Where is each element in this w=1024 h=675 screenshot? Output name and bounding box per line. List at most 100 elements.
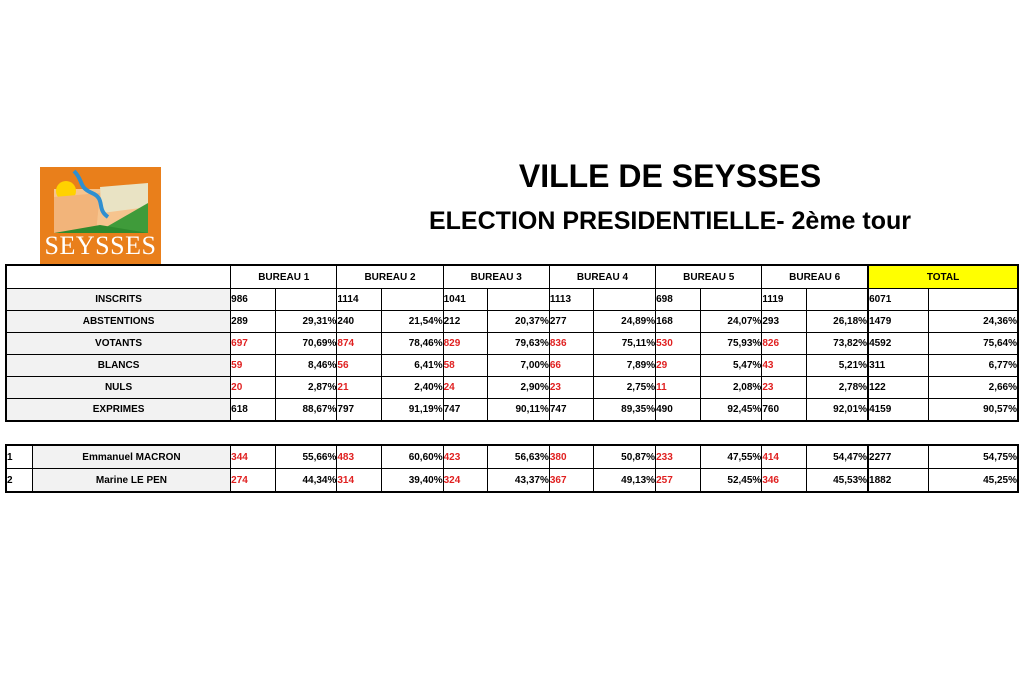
total-count: 6071 [867,288,930,311]
total-count: 122 [867,376,930,399]
bureau-4-percent [593,288,657,311]
bureau-5-percent: 5,47% [699,354,763,377]
bureau-6-count: 760 [761,398,807,422]
bureau-1-count: 986 [230,288,276,311]
bureau-5-percent: 2,08% [699,376,763,399]
bureau-6-percent: 73,82% [805,332,869,355]
bureau-3-percent: 56,63% [487,444,550,469]
bureau-2-percent: 39,40% [380,468,444,493]
bureau-3-votes: 423 [442,444,489,469]
total-count: 1479 [867,310,930,333]
bureau-6-votes: 414 [761,444,807,469]
bureau-6-percent: 2,78% [805,376,869,399]
row-label: ABSTENTIONS [5,310,232,333]
bureau-4-percent: 24,89% [593,310,657,333]
bureau-5-votes: 257 [655,468,701,493]
bureau-4-count: 66 [548,354,595,377]
logo-text: SEYSSES [44,231,157,260]
bureau-3-percent: 2,90% [487,376,550,399]
bureau-3-percent: 90,11% [487,398,550,422]
row-label: VOTANTS [5,332,232,355]
bureau-4-votes: 380 [548,444,595,469]
bureau-5-percent: 24,07% [699,310,763,333]
bureau-3-votes: 324 [442,468,489,493]
bureau-header-2: BUREAU 2 [336,264,444,289]
landscape-icon [54,169,148,233]
bureau-2-count: 240 [336,310,382,333]
page-subtitle: ELECTION PRESIDENTIELLE- 2ème tour [428,207,911,235]
bureau-4-votes: 367 [548,468,595,493]
bureau-3-count: 747 [442,398,489,422]
candidate-index: 2 [5,468,33,493]
bureau-6-count: 43 [761,354,807,377]
bureau-5-percent: 92,45% [699,398,763,422]
bureau-5-percent: 47,55% [699,444,763,469]
bureau-1-percent: 88,67% [274,398,338,422]
bureau-1-count: 289 [230,310,276,333]
bureau-2-count: 21 [336,376,382,399]
bureau-2-percent: 21,54% [380,310,444,333]
bureau-3-percent: 20,37% [487,310,550,333]
bureau-6-percent: 5,21% [805,354,869,377]
bureau-2-percent: 91,19% [380,398,444,422]
total-percent: 90,57% [928,398,1019,422]
bureau-5-count: 29 [655,354,701,377]
bureau-2-count: 874 [336,332,382,355]
row-label: NULS [5,376,232,399]
total-votes: 1882 [867,468,930,493]
table-row: VOTANTS 697 70,69% 874 78,46% 829 79,63% 836 75,… [5,332,1019,355]
header-blank-cell [6,265,232,289]
bureau-4-percent: 7,89% [593,354,657,377]
bureau-1-count: 20 [230,376,276,399]
bureau-1-count: 618 [230,398,276,422]
results-table: BUREAU 1 BUREAU 2 BUREAU 3 BUREAU 4 BUREAU 5… [5,264,1019,422]
total-percent: 54,75% [928,444,1019,469]
table-row: INSCRITS 986 1114 1041 1113 698 1119 6071 [5,288,1019,311]
bureau-header-1: BUREAU 1 [230,264,338,289]
bureau-6-percent: 92,01% [805,398,869,422]
bureau-2-count: 1114 [336,288,382,311]
bureau-5-count: 490 [655,398,701,422]
table-row: ABSTENTIONS 289 29,31% 240 21,54% 212 20,37% 27… [5,310,1019,333]
bureau-3-count: 24 [442,376,489,399]
bureau-3-count: 58 [442,354,489,377]
table-row: EXPRIMES 618 88,67% 797 91,19% 747 90,11% 747 89… [5,398,1019,422]
bureau-5-percent: 75,93% [699,332,763,355]
bureau-6-votes: 346 [761,468,807,493]
bureau-4-percent: 49,13% [593,468,657,493]
bureau-header-6: BUREAU 6 [761,264,869,289]
bureau-2-count: 797 [336,398,382,422]
bureau-6-percent: 26,18% [805,310,869,333]
bureau-5-count: 11 [655,376,701,399]
bureau-header-row: BUREAU 1 BUREAU 2 BUREAU 3 BUREAU 4 BUREAU 5… [6,264,1019,289]
bureau-5-votes: 233 [655,444,701,469]
bureau-1-percent: 70,69% [274,332,338,355]
total-percent: 24,36% [928,310,1019,333]
candidate-name: Emmanuel MACRON [31,444,232,469]
bureau-2-votes: 314 [336,468,382,493]
bureau-4-count: 836 [548,332,595,355]
seysses-logo: SEYSSES [40,167,161,265]
bureau-2-votes: 483 [336,444,382,469]
bureau-header-3: BUREAU 3 [442,264,550,289]
candidate-row: 2 Marine LE PEN 274 44,34% 314 39,40% 324 43,37… [5,468,1019,493]
bureau-2-percent: 2,40% [380,376,444,399]
bureau-5-count: 698 [655,288,701,311]
bureau-1-count: 59 [230,354,276,377]
total-percent: 6,77% [928,354,1019,377]
bureau-3-percent [487,288,550,311]
bureau-5-count: 530 [655,332,701,355]
bureau-2-percent: 6,41% [380,354,444,377]
candidate-row: 1 Emmanuel MACRON 344 55,66% 483 60,60% 423 56,… [5,444,1019,469]
bureau-1-votes: 274 [230,468,276,493]
bureau-2-count: 56 [336,354,382,377]
bureau-2-percent: 60,60% [380,444,444,469]
total-count: 4592 [867,332,930,355]
bureau-3-count: 212 [442,310,489,333]
bureau-5-count: 168 [655,310,701,333]
bureau-4-percent: 89,35% [593,398,657,422]
bureau-4-count: 23 [548,376,595,399]
bureau-3-percent: 7,00% [487,354,550,377]
bureau-6-percent: 54,47% [805,444,869,469]
candidate-index: 1 [5,444,33,469]
